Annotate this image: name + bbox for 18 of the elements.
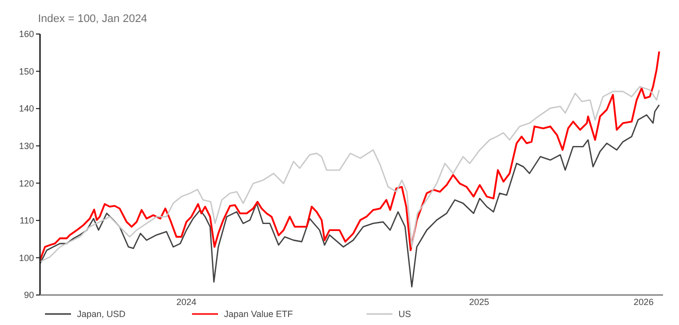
x-tick-label: 2025	[469, 297, 490, 307]
line-series	[39, 50, 660, 262]
y-tick-label: 110	[20, 216, 34, 226]
legend-label: US	[398, 309, 412, 319]
y-tick-label: 130	[18, 141, 34, 152]
y-tick-label: 150	[18, 66, 34, 76]
legend-label: Japan, USD	[77, 309, 126, 319]
legend-label: Japan Value ETF	[224, 309, 294, 319]
y-tick-label: 160	[18, 29, 34, 40]
line-series	[39, 104, 660, 288]
y-tick-label: 100	[18, 252, 34, 263]
y-tick-label: 140	[18, 104, 34, 114]
y-tick-label: 90	[24, 290, 34, 300]
chart-title: Index = 100, Jan 2024	[38, 13, 148, 25]
y-tick-label: 120	[18, 178, 34, 188]
x-tick-label: 2026	[634, 297, 654, 307]
x-tick-label: 2024	[176, 297, 196, 307]
line-series	[39, 86, 660, 262]
